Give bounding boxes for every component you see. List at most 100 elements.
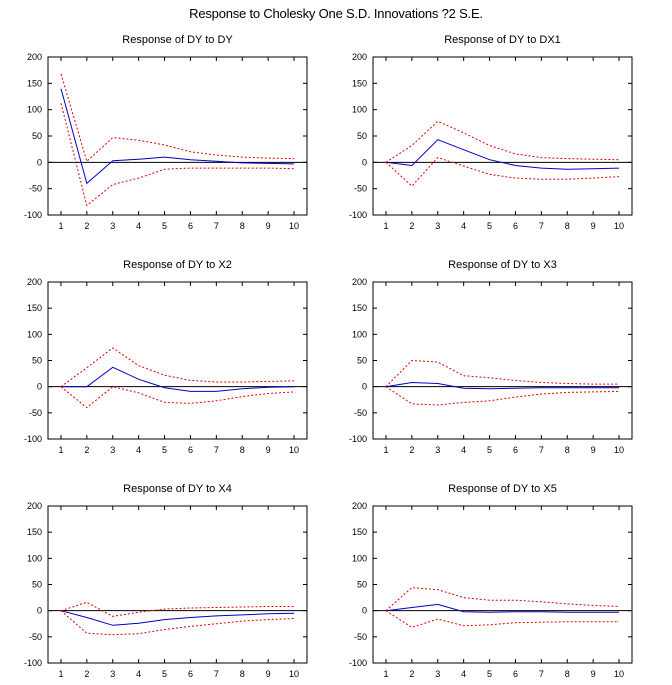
x-tick-label: 3 bbox=[435, 445, 440, 455]
x-tick-label: 9 bbox=[266, 221, 271, 231]
panel-title: Response of DY to DX1 bbox=[444, 34, 561, 46]
y-tick-label: 150 bbox=[352, 303, 367, 313]
panel-title: Response of DY to X5 bbox=[448, 483, 557, 495]
x-tick-label: 8 bbox=[565, 445, 570, 455]
y-tick-label: 50 bbox=[357, 580, 367, 590]
y-tick-label: -50 bbox=[29, 184, 42, 194]
x-tick-label: 3 bbox=[110, 221, 115, 231]
x-tick-label: 4 bbox=[136, 445, 141, 455]
y-tick-label: 150 bbox=[352, 78, 367, 88]
y-tick-label: 200 bbox=[27, 52, 42, 62]
series-response-line bbox=[385, 603, 619, 613]
y-tick-label: 0 bbox=[362, 157, 367, 167]
y-tick-label: 150 bbox=[27, 303, 42, 313]
x-tick-label: 4 bbox=[136, 669, 141, 679]
x-tick-label: 9 bbox=[591, 669, 596, 679]
x-tick-label: 8 bbox=[565, 669, 570, 679]
series-response-line bbox=[61, 366, 295, 392]
y-tick-label: 100 bbox=[352, 105, 367, 115]
x-tick-label: 1 bbox=[383, 669, 388, 679]
y-tick-label: 50 bbox=[32, 580, 42, 590]
series-lower-line bbox=[385, 610, 619, 628]
y-tick-label: 100 bbox=[27, 553, 42, 563]
x-tick-label: 3 bbox=[110, 445, 115, 455]
x-tick-label: 8 bbox=[240, 221, 245, 231]
x-tick-label: 10 bbox=[614, 445, 624, 455]
x-tick-label: 10 bbox=[614, 669, 624, 679]
y-tick-label: 50 bbox=[32, 356, 42, 366]
y-tick-label: 0 bbox=[362, 606, 367, 616]
x-tick-label: 5 bbox=[487, 221, 492, 231]
x-tick-label: 4 bbox=[136, 221, 141, 231]
x-tick-label: 7 bbox=[214, 221, 219, 231]
series-response-line bbox=[385, 139, 620, 170]
x-tick-label: 5 bbox=[162, 445, 167, 455]
y-tick-label: 200 bbox=[27, 277, 42, 287]
y-tick-label: 50 bbox=[357, 131, 367, 141]
x-tick-label: 3 bbox=[435, 221, 440, 231]
x-tick-label: 7 bbox=[214, 445, 219, 455]
y-tick-label: 150 bbox=[352, 527, 367, 537]
x-tick-label: 7 bbox=[539, 221, 544, 231]
x-tick-label: 4 bbox=[461, 669, 466, 679]
y-tick-label: 0 bbox=[37, 606, 42, 616]
y-tick-label: -100 bbox=[349, 658, 367, 668]
x-tick-label: 6 bbox=[513, 221, 518, 231]
x-tick-label: 9 bbox=[591, 445, 596, 455]
series-lower-line bbox=[60, 610, 295, 636]
y-tick-label: -50 bbox=[29, 632, 42, 642]
chart-panel-2: Response of DY to DX1 -100 -50 0 50 100 150 200… bbox=[349, 34, 633, 231]
x-tick-label: 6 bbox=[513, 669, 518, 679]
chart-panel-1: Response of DY to DY -100 -50 0 50 100 150 200 1… bbox=[24, 34, 308, 231]
chart-panel-5: Response of DY to X4 -100 -50 0 50 100 150 200 1… bbox=[24, 483, 308, 679]
y-tick-label: 150 bbox=[27, 527, 42, 537]
series-response-line bbox=[60, 88, 295, 185]
y-tick-label: 0 bbox=[37, 382, 42, 392]
x-tick-label: 9 bbox=[266, 669, 271, 679]
plot-frame bbox=[372, 56, 633, 216]
series-upper-line bbox=[60, 73, 295, 163]
panel-title: Response of DY to X3 bbox=[448, 259, 557, 271]
y-tick-label: -100 bbox=[24, 210, 42, 220]
y-tick-label: 200 bbox=[352, 277, 367, 287]
x-tick-label: 1 bbox=[58, 669, 63, 679]
y-tick-label: 100 bbox=[352, 329, 367, 339]
series-response-line bbox=[385, 381, 619, 390]
y-tick-label: -50 bbox=[354, 184, 367, 194]
x-tick-label: 1 bbox=[58, 221, 63, 231]
plot-frame bbox=[47, 281, 308, 440]
series-lower-line bbox=[60, 386, 295, 409]
x-tick-label: 2 bbox=[409, 221, 414, 231]
series-upper-line bbox=[385, 359, 619, 388]
x-tick-label: 2 bbox=[84, 669, 89, 679]
main-title: Response to Cholesky One S.D. Innovation… bbox=[189, 6, 483, 21]
x-tick-label: 7 bbox=[539, 445, 544, 455]
x-tick-label: 2 bbox=[409, 445, 414, 455]
plot-frame bbox=[47, 505, 308, 664]
y-tick-label: 0 bbox=[37, 157, 42, 167]
y-tick-label: -50 bbox=[354, 408, 367, 418]
y-tick-label: -50 bbox=[29, 408, 42, 418]
panel-title: Response of DY to X2 bbox=[123, 259, 232, 271]
x-tick-label: 5 bbox=[487, 669, 492, 679]
x-tick-label: 1 bbox=[383, 445, 388, 455]
x-tick-label: 10 bbox=[289, 221, 299, 231]
y-tick-label: 100 bbox=[27, 105, 42, 115]
chart-panel-4: Response of DY to X3 -100 -50 0 50 100 150 200 1… bbox=[349, 259, 633, 455]
x-tick-label: 9 bbox=[591, 221, 596, 231]
x-tick-label: 2 bbox=[409, 669, 414, 679]
x-tick-label: 9 bbox=[266, 445, 271, 455]
series-upper-line bbox=[385, 587, 620, 612]
panel-title: Response of DY to X4 bbox=[123, 483, 232, 495]
plot-frame bbox=[47, 56, 308, 216]
y-tick-label: 50 bbox=[357, 356, 367, 366]
x-tick-label: 5 bbox=[162, 221, 167, 231]
x-tick-label: 1 bbox=[58, 445, 63, 455]
x-tick-label: 4 bbox=[461, 445, 466, 455]
x-tick-label: 5 bbox=[162, 669, 167, 679]
y-tick-label: 100 bbox=[27, 329, 42, 339]
series-response-line bbox=[60, 610, 295, 626]
series-lower-line bbox=[60, 103, 295, 207]
